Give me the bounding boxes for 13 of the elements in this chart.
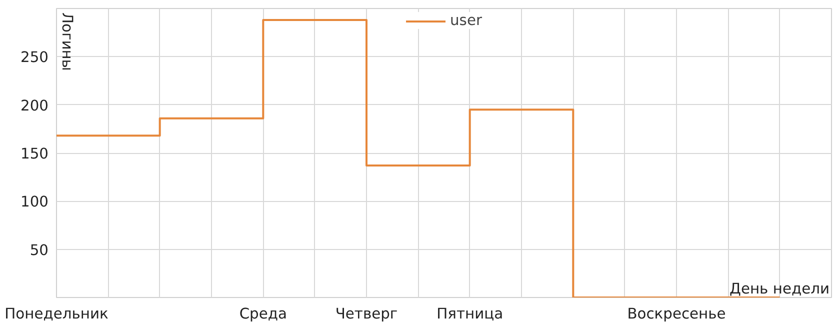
y-tick-label: 250 — [20, 49, 49, 66]
x-tick-label: Воскресенье — [627, 306, 726, 322]
x-tick-label: Понедельник — [4, 306, 108, 322]
y-tick-label: 200 — [20, 97, 49, 114]
x-axis-title: День недели — [730, 280, 830, 298]
y-tick-label: 150 — [20, 146, 49, 162]
legend-label: user — [450, 12, 482, 29]
y-tick-label: 50 — [30, 242, 49, 259]
x-tick-label: Четверг — [335, 306, 398, 322]
y-tick-label: 100 — [20, 194, 49, 211]
x-tick-label: Пятница — [436, 306, 504, 322]
x-tick-label: Среда — [239, 306, 288, 322]
y-axis-title: Логины — [58, 12, 76, 71]
